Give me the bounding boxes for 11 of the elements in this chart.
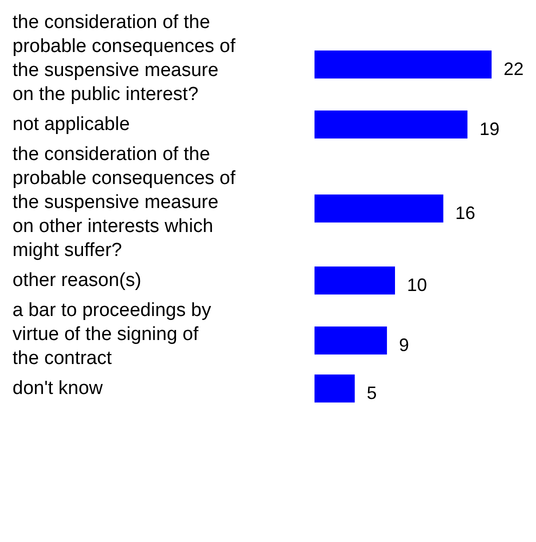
data-label: 16 bbox=[455, 203, 476, 223]
data-label: 10 bbox=[407, 275, 428, 295]
data-label: 9 bbox=[398, 335, 409, 355]
y-tick-label: not applicable bbox=[12, 114, 130, 135]
y-tick-label: the consideration of the probable consequences of the suspensive measure on the public interest? bbox=[12, 12, 236, 105]
y-tick-label: the consideration of the probable consequences of the suspensive measure on other interests which might suffer? bbox=[12, 144, 236, 261]
y-tick-label: don't know bbox=[12, 378, 104, 399]
data-label: 5 bbox=[366, 383, 377, 403]
y-tick-label: other reason(s) bbox=[12, 270, 142, 291]
data-label: 19 bbox=[479, 119, 500, 139]
data-label: 22 bbox=[504, 59, 524, 79]
